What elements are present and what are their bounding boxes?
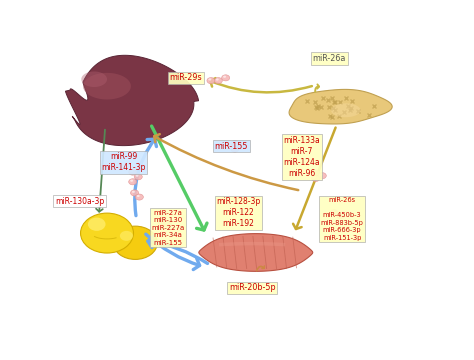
Circle shape	[330, 210, 338, 216]
Circle shape	[209, 78, 211, 81]
Polygon shape	[331, 103, 360, 117]
Circle shape	[318, 173, 326, 179]
Circle shape	[113, 226, 157, 260]
Circle shape	[231, 146, 239, 152]
Circle shape	[134, 174, 142, 180]
Circle shape	[214, 77, 222, 84]
Circle shape	[313, 176, 316, 179]
Circle shape	[135, 194, 143, 200]
Circle shape	[239, 144, 242, 146]
Text: miR-26a: miR-26a	[312, 54, 346, 63]
Circle shape	[81, 213, 134, 253]
Circle shape	[311, 170, 319, 176]
Circle shape	[120, 231, 133, 241]
Text: miR-128-3p
miR-122
miR-192: miR-128-3p miR-122 miR-192	[217, 197, 261, 229]
Circle shape	[130, 180, 133, 182]
Circle shape	[164, 221, 172, 227]
Polygon shape	[83, 73, 131, 99]
Circle shape	[223, 76, 226, 78]
Polygon shape	[289, 89, 392, 124]
Circle shape	[337, 212, 345, 219]
Text: miR-20b-5p: miR-20b-5p	[229, 283, 275, 292]
Circle shape	[136, 175, 138, 177]
Circle shape	[338, 213, 341, 216]
Circle shape	[130, 170, 133, 172]
Polygon shape	[65, 55, 199, 146]
Text: miR-29s: miR-29s	[170, 73, 202, 82]
Text: miR-26s

miR-450b-3
miR-883b-5p
miR-666-3p
miR-151-3p: miR-26s miR-450b-3 miR-883b-5p miR-666-3…	[321, 198, 364, 241]
Circle shape	[331, 211, 334, 213]
Circle shape	[311, 175, 319, 181]
Circle shape	[128, 179, 137, 185]
Circle shape	[319, 174, 323, 176]
Polygon shape	[199, 234, 313, 271]
Circle shape	[232, 141, 235, 144]
Circle shape	[207, 77, 215, 84]
Polygon shape	[82, 72, 107, 87]
Text: miR-99
miR-141-3p: miR-99 miR-141-3p	[101, 152, 146, 172]
Circle shape	[232, 147, 235, 149]
Text: miR-155: miR-155	[214, 142, 248, 151]
Circle shape	[132, 191, 135, 193]
Text: miR-133a
miR-7
miR-124a
miR-96: miR-133a miR-7 miR-124a miR-96	[283, 136, 320, 178]
Circle shape	[128, 169, 137, 175]
Circle shape	[222, 75, 230, 81]
Circle shape	[159, 219, 162, 221]
Text: miR-130a-3p: miR-130a-3p	[55, 197, 104, 206]
Circle shape	[313, 171, 316, 173]
Circle shape	[130, 190, 138, 196]
Circle shape	[165, 222, 168, 224]
Circle shape	[231, 140, 239, 147]
Circle shape	[88, 217, 106, 231]
Circle shape	[137, 195, 140, 197]
Text: miR-27a
miR-130
miR-227a
miR-34a
miR-155: miR-27a miR-130 miR-227a miR-34a miR-155	[151, 210, 184, 246]
Circle shape	[157, 218, 165, 224]
Circle shape	[216, 78, 219, 81]
Circle shape	[237, 143, 246, 149]
